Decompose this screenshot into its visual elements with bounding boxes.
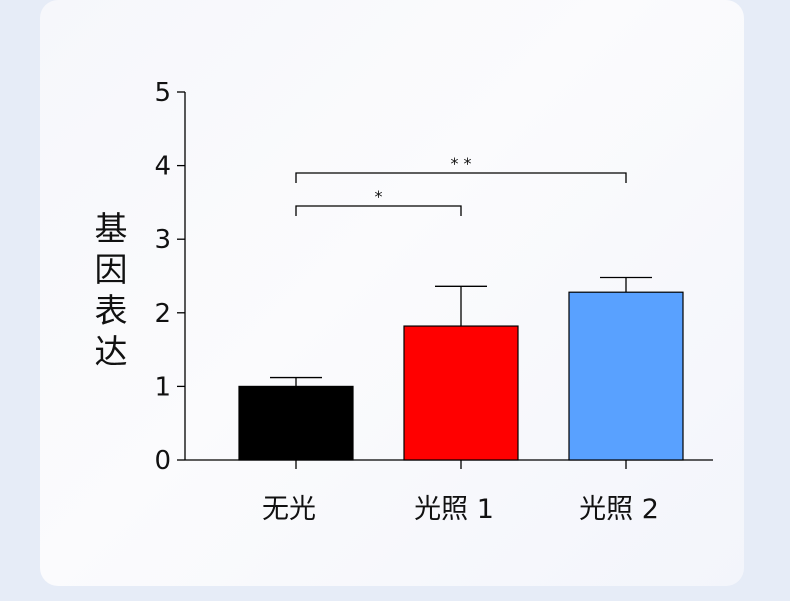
significance-bracket: [295, 205, 462, 216]
y-tick-label: 2: [154, 299, 171, 329]
axes: 0 1 2 3 4 5 无光 光照 1 光照 2: [154, 78, 713, 525]
x-tick-label: 光照 1: [414, 494, 494, 525]
bar: [403, 325, 519, 461]
significance-label: *: [375, 187, 383, 206]
y-axis-title: 基因表达: [95, 209, 128, 371]
y-tick-label: 1: [154, 372, 171, 402]
significance-label: * *: [450, 154, 471, 173]
bar: [568, 291, 684, 461]
significance-brackets: * * *: [295, 154, 627, 216]
error-bars: [270, 276, 652, 387]
y-tick-label: 3: [154, 225, 171, 255]
significance-bracket: [295, 172, 627, 183]
bar: [238, 385, 354, 461]
y-tick-label: 4: [154, 152, 171, 182]
y-tick-label: 0: [154, 446, 171, 476]
y-tick-label: 5: [154, 78, 171, 108]
y-axis-label: 基因表达: [95, 209, 128, 371]
x-tick-label: 光照 2: [579, 494, 659, 525]
bars: [238, 291, 684, 461]
x-tick-label: 无光: [262, 494, 316, 525]
